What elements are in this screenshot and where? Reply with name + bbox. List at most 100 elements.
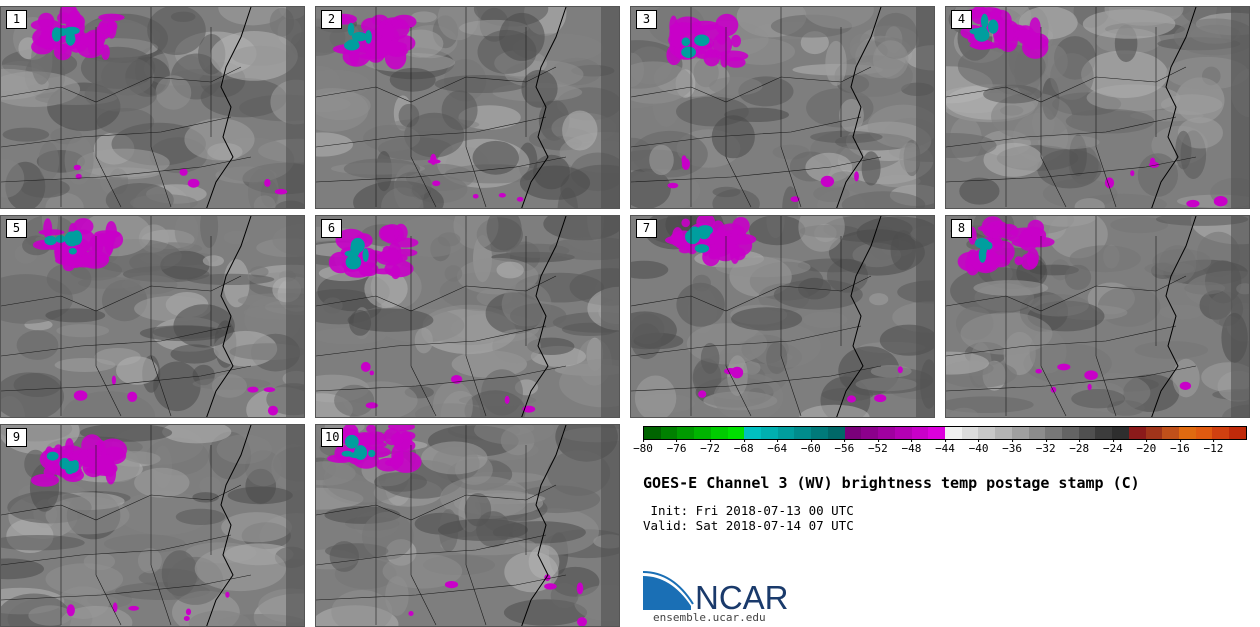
wv-field-blob: [374, 472, 427, 492]
coastline: [836, 216, 882, 417]
colorbar-swatch: [1061, 427, 1079, 439]
wv-field-blob: [173, 304, 235, 348]
cold-cloud-top: [80, 32, 102, 46]
site-url: ensemble.ucar.edu: [653, 611, 766, 624]
convective-cell: [1179, 381, 1192, 390]
colorbar-tick-label: −68: [733, 439, 754, 455]
convective-cell: [1213, 196, 1228, 207]
cold-cloud-top: [98, 13, 125, 22]
wv-field-blob: [983, 84, 1042, 104]
state-boundary: [725, 236, 752, 417]
cold-cloud-top: [88, 43, 100, 56]
colorbar-tick-label: −16: [1169, 439, 1190, 455]
cold-cloud-top: [985, 221, 1010, 239]
map-edge-shade: [286, 7, 304, 208]
cold-cloud-top: [364, 446, 391, 458]
cold-cloud-top: [43, 218, 53, 239]
wv-field-blob: [116, 356, 159, 385]
state-boundary: [725, 27, 752, 208]
wv-field-blob: [711, 115, 755, 159]
colorbar-swatch: [1195, 427, 1213, 439]
cold-cloud-top: [1029, 234, 1045, 243]
convective-cell: [1130, 170, 1135, 177]
wv-field-blob: [766, 342, 788, 375]
colorbar-swatch: [1112, 427, 1129, 439]
state-boundary: [1, 275, 242, 312]
colorbar-swatch: [811, 427, 828, 439]
wv-field-blob: [130, 194, 198, 208]
convective-cell: [698, 390, 707, 398]
cold-cloud-top: [731, 34, 741, 48]
cold-cloud-top: [391, 433, 404, 445]
wv-field-blob: [121, 275, 178, 295]
wv-field-blob: [364, 269, 408, 309]
wv-field-blob: [200, 78, 287, 118]
wv-field-blob: [1175, 130, 1192, 170]
panel-number: 10: [321, 428, 344, 447]
postage-stamp-panel-7: 7: [630, 215, 935, 418]
wv-field-blob: [1161, 94, 1223, 115]
convective-cell: [274, 188, 288, 195]
wv-field-blob: [211, 374, 247, 398]
very-cold-cloud-top: [350, 237, 365, 253]
state-boundary: [410, 27, 437, 208]
wv-field-blob: [712, 189, 760, 208]
state-boundary: [946, 275, 1187, 312]
wv-field-blob: [21, 178, 70, 198]
cold-cloud-top: [65, 438, 74, 456]
convective-cell: [498, 193, 506, 198]
cold-cloud-top: [91, 461, 118, 476]
state-boundary: [465, 425, 487, 626]
map-3: [631, 7, 934, 208]
colorbar-tick-label: −20: [1136, 439, 1157, 455]
convective-cell: [790, 196, 800, 203]
wv-field-blob: [394, 216, 468, 258]
very-cold-cloud-top: [362, 248, 369, 262]
cold-cloud-top: [57, 43, 68, 54]
wv-field-blob: [946, 133, 997, 158]
very-cold-cloud-top: [351, 31, 368, 42]
coastline: [521, 425, 567, 626]
wv-field-blob: [731, 307, 803, 331]
state-boundary: [946, 365, 1197, 392]
colorbar-swatch: [1145, 427, 1163, 439]
wv-field-blob: [192, 492, 219, 503]
very-cold-cloud-top: [345, 254, 362, 270]
colorbar-swatch: [794, 427, 812, 439]
wv-field-blob: [331, 590, 393, 626]
wv-field-blob: [1071, 389, 1126, 409]
wv-field-blob: [949, 407, 979, 417]
convective-cell: [360, 361, 371, 372]
colorbar: [643, 426, 1247, 440]
colorbar-tick-label: −32: [1035, 439, 1056, 455]
wv-field-blob: [749, 216, 806, 246]
colorbar-tick-label: −60: [800, 439, 821, 455]
convective-cell: [111, 375, 116, 385]
state-boundary: [316, 156, 567, 183]
panel-number: 8: [951, 219, 972, 238]
very-cold-cloud-top: [688, 226, 701, 239]
map-8: [946, 216, 1249, 417]
very-cold-cloud-top: [697, 225, 713, 236]
convective-cell: [1084, 370, 1098, 380]
colorbar-swatch: [744, 427, 762, 439]
state-boundary: [316, 116, 547, 148]
convective-cell: [516, 196, 524, 202]
wv-field-blob: [983, 142, 1043, 177]
wv-field-blob: [1134, 341, 1209, 359]
state-boundary: [95, 445, 122, 626]
wv-field-blob: [411, 11, 437, 23]
state-boundary: [946, 325, 1177, 357]
map-edge-shade: [286, 216, 304, 417]
convective-cell: [128, 605, 140, 611]
wv-field-blob: [432, 381, 473, 417]
state-boundary: [631, 116, 862, 148]
state-boundary: [946, 156, 1197, 183]
cold-cloud-top: [394, 223, 408, 242]
state-boundary: [150, 216, 172, 417]
valid-time: Valid: Sat 2018-07-14 07 UTC: [643, 518, 854, 533]
colorbar-swatch: [1078, 427, 1096, 439]
wv-field-blob: [200, 216, 219, 248]
state-boundary: [631, 275, 872, 312]
wv-field-blob: [799, 404, 870, 417]
